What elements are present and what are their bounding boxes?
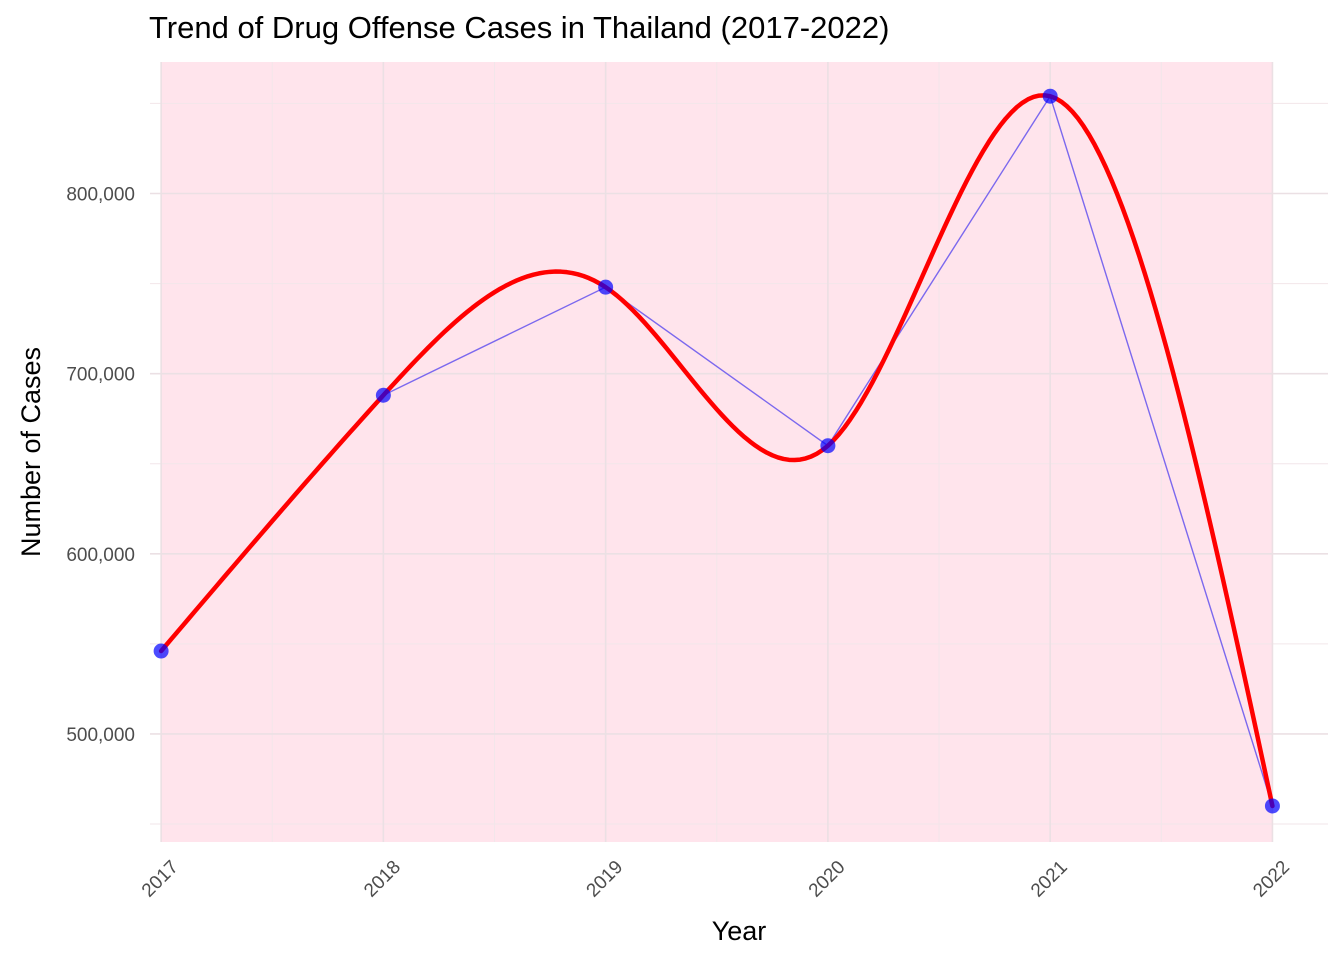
- data-point: [153, 643, 169, 659]
- data-point: [598, 279, 614, 295]
- x-tick-label: 2017: [138, 857, 183, 902]
- x-tick-label: 2019: [583, 857, 628, 902]
- x-tick-label: 2018: [360, 857, 405, 902]
- data-point: [375, 387, 391, 403]
- data-point: [1042, 88, 1058, 104]
- x-tick-label: 2020: [805, 857, 850, 902]
- x-axis-title: Year: [712, 916, 767, 946]
- y-tick-label: 600,000: [66, 545, 135, 566]
- y-tick-label: 800,000: [66, 185, 135, 206]
- x-tick-label: 2022: [1249, 857, 1294, 902]
- y-axis-title: Number of Cases: [16, 347, 46, 557]
- data-point: [1264, 798, 1280, 814]
- data-point: [820, 438, 836, 454]
- y-tick-label: 500,000: [66, 725, 135, 746]
- y-tick-label: 700,000: [66, 365, 135, 386]
- chart-title: Trend of Drug Offense Cases in Thailand …: [149, 10, 890, 45]
- x-tick-label: 2021: [1027, 857, 1072, 902]
- smooth-trend-curve: [158, 93, 1275, 809]
